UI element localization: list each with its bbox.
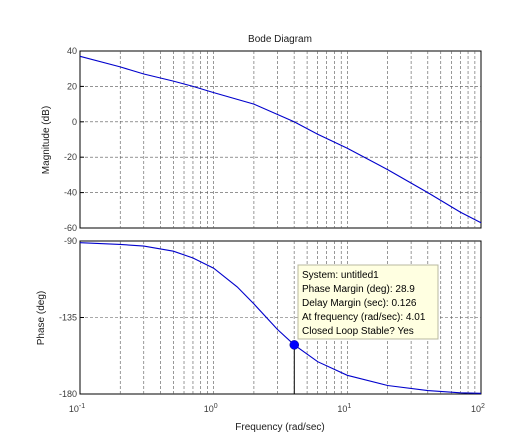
phase-ytick-label: -180 [59, 389, 77, 399]
datatip-system: System: untitled1 [302, 270, 379, 281]
datatip-delay-margin: Delay Margin (sec): 0.126 [302, 298, 417, 309]
magnitude-plot-area [79, 50, 482, 229]
datatip-frequency: At frequency (rad/sec): 4.01 [302, 312, 426, 323]
magnitude-series-line [79, 55, 482, 224]
chart-title: Bode Diagram [248, 34, 312, 45]
frequency-xlabel: Frequency (rad/sec) [235, 422, 324, 433]
x-tick-label: 101 [337, 403, 351, 414]
phase-series-line [79, 242, 482, 394]
magnitude-ylabel: Magnitude (dB) [41, 106, 52, 174]
magnitude-ytick-label: -20 [64, 152, 77, 162]
magnitude-ytick-label: 40 [67, 46, 77, 56]
x-tick-label: 100 [204, 403, 218, 414]
datatip-phase-margin: Phase Margin (deg): 28.9 [302, 284, 415, 295]
magnitude-ytick-label: -40 [64, 188, 77, 198]
phase-ytick-label: -90 [64, 236, 77, 246]
phase-margin-marker [289, 340, 300, 350]
magnitude-ytick-label: -60 [64, 223, 77, 233]
phase-ylabel: Phase (deg) [36, 291, 47, 345]
margin-datatip: System: untitled1 Phase Margin (deg): 28… [297, 264, 439, 340]
x-tick-labels: 10-1 100 101 102 [69, 403, 485, 414]
datatip-box [297, 264, 439, 340]
magnitude-ytick-label: 0 [72, 117, 77, 127]
magnitude-axes: 40 20 0 -20 -40 -60 [64, 46, 482, 233]
x-tick-label: 10-1 [69, 403, 85, 414]
x-tick-label: 102 [471, 403, 485, 414]
magnitude-ytick-label: 20 [67, 81, 77, 91]
datatip-stable: Closed Loop Stable? Yes [302, 326, 414, 337]
phase-ytick-label: -135 [59, 313, 77, 323]
